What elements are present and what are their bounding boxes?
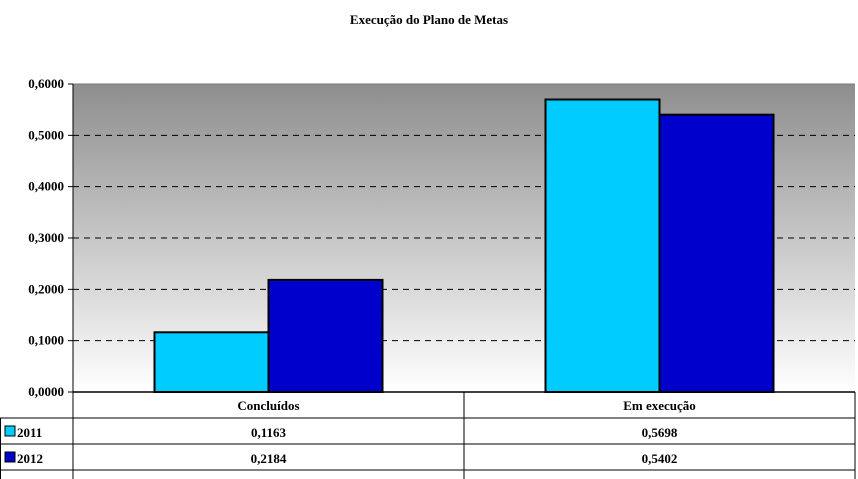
data-table-value: 0,5402 <box>642 451 678 466</box>
bar-2012-1 <box>658 113 775 394</box>
y-tick-label: 0,3000 <box>28 230 64 245</box>
bar-2011-0 <box>153 331 270 394</box>
legend-label-2011: 2011 <box>17 425 42 440</box>
y-tick-label: 0,4000 <box>28 179 64 194</box>
chart-title: Execução do Plano de Metas <box>349 12 509 27</box>
legend-swatch-2011 <box>4 425 16 437</box>
y-tick-label: 0,1000 <box>28 333 64 348</box>
data-table-value: 0,1163 <box>251 425 287 440</box>
y-tick-label: 0,6000 <box>28 76 64 91</box>
y-tick-label: 0,2000 <box>28 281 64 296</box>
legend-swatch-2012 <box>4 451 16 463</box>
bar-2012-0 <box>267 278 384 393</box>
data-table-value: 0,2184 <box>251 451 287 466</box>
legend-label-2012: 2012 <box>17 451 43 466</box>
x-tick-label: Em execução <box>623 398 696 413</box>
bar-2011-1 <box>544 98 661 394</box>
data-table-value: 0,5698 <box>642 425 678 440</box>
x-tick-label: Concluídos <box>237 398 299 413</box>
y-tick-label: 0,5000 <box>28 127 64 142</box>
y-tick-label: 0,0000 <box>28 384 64 399</box>
